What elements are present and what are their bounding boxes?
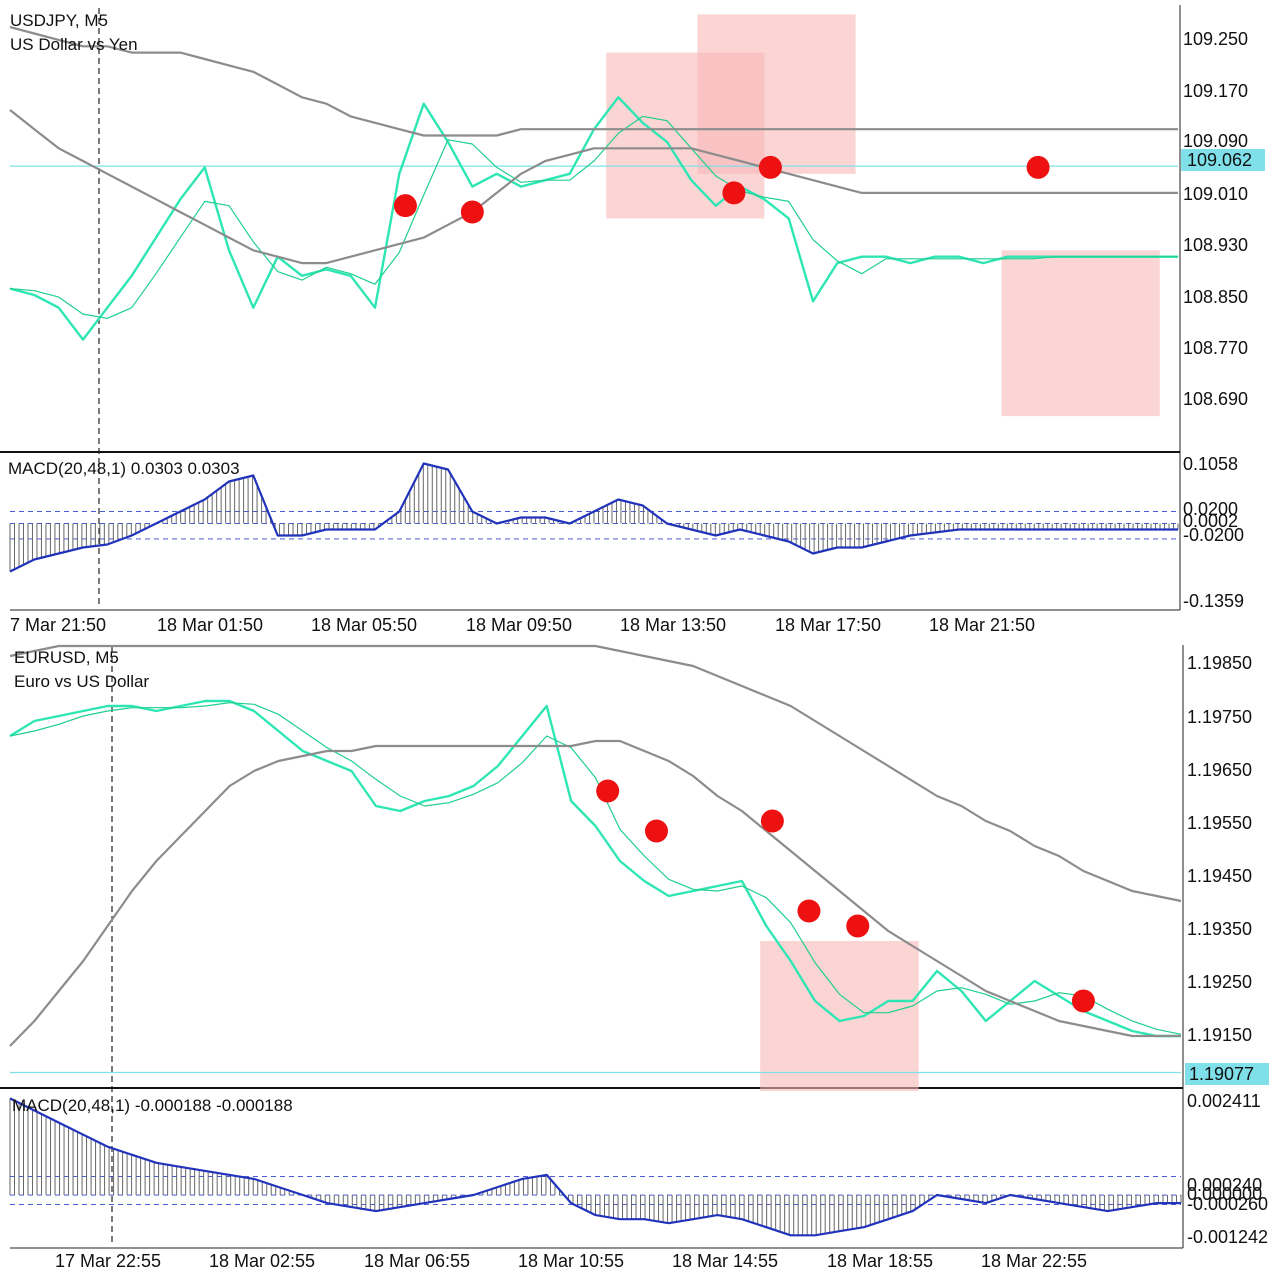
eurusd-envelope-band-line — [9, 644, 1182, 903]
price-tick-label: 1.19550 — [1187, 813, 1252, 833]
price-tick-label: 109.010 — [1183, 184, 1248, 204]
usdjpy-price-ticks: 109.250 109.170 109.090 109.010 108.930 … — [1183, 29, 1248, 409]
usdjpy-envelope-band-line — [9, 109, 1178, 265]
usdjpy-macd-signal-line — [9, 462, 1178, 573]
macd-histograms — [9, 462, 1182, 1237]
time-tick-label: 18 Mar 02:55 — [209, 1251, 315, 1271]
eurusd-price-ticks: 1.19850 1.19750 1.19650 1.19550 1.19450 … — [1187, 653, 1252, 1045]
usdjpy-highlight-zone — [697, 14, 856, 174]
eurusd-signal-marker — [644, 819, 668, 843]
time-tick-label: 18 Mar 22:55 — [981, 1251, 1087, 1271]
eurusd-macd-ticks: 0.002411 0.000240 0.000000 -0.000260 -0.… — [1187, 1091, 1268, 1247]
price-tick-label: 1.19150 — [1187, 1025, 1252, 1045]
price-tick-label: 108.770 — [1183, 338, 1248, 358]
eurusd-current-price-badge — [1185, 1063, 1269, 1085]
price-tick-label: 1.19850 — [1187, 653, 1252, 673]
macd-tick-bottom: -0.1359 — [1183, 591, 1244, 611]
usdjpy-macd-label: MACD(20,48,1) 0.0303 0.0303 — [8, 459, 240, 478]
price-tick-label: 1.19250 — [1187, 972, 1252, 992]
usdjpy-symbol-label: USDJPY, M5 — [10, 11, 108, 30]
eurusd-signal-marker — [846, 914, 870, 938]
time-tick-label: 18 Mar 18:55 — [827, 1251, 933, 1271]
time-tick-label: 18 Mar 21:50 — [929, 615, 1035, 635]
price-tick-label: 108.690 — [1183, 389, 1248, 409]
time-tick-label: 18 Mar 09:50 — [466, 615, 572, 635]
eurusd-signal-marker — [797, 899, 821, 923]
price-tick-label: 1.19750 — [1187, 707, 1252, 727]
time-tick-label: 18 Mar 05:50 — [311, 615, 417, 635]
time-tick-label: 7 Mar 21:50 — [10, 615, 106, 635]
eurusd-moving-average-line — [9, 699, 1181, 1038]
macd-tick-bottom: -0.001242 — [1187, 1227, 1268, 1247]
usdjpy-envelope-band-line — [9, 26, 1178, 137]
eurusd-signal-marker — [760, 809, 784, 833]
time-tick-label: 17 Mar 22:55 — [55, 1251, 161, 1271]
macd-tick-level-a: 0.000240 — [1187, 1175, 1262, 1195]
time-tick-label: 18 Mar 01:50 — [157, 615, 263, 635]
highlight-zones — [606, 14, 1160, 1091]
usdjpy-slow-moving-average-line — [9, 115, 1178, 319]
eurusd-time-axis-labels: 17 Mar 22:55 18 Mar 02:55 18 Mar 06:55 1… — [55, 1251, 1087, 1271]
signal-markers — [393, 155, 1095, 1013]
price-tick-label: 1.19650 — [1187, 760, 1252, 780]
eurusd-macd-signal-line — [9, 1097, 1181, 1237]
eurusd-envelope-band-line — [9, 739, 1181, 1047]
usdjpy-signal-marker — [460, 200, 484, 224]
price-tick-label: 1.19350 — [1187, 919, 1252, 939]
price-tick-label: 109.090 — [1183, 131, 1248, 151]
macd-tick-level-b: 0.000000 — [1187, 1184, 1262, 1204]
macd-tick-level-c: -0.0200 — [1183, 525, 1244, 545]
usdjpy-current-price-text: 109.062 — [1187, 150, 1252, 170]
time-tick-label: 18 Mar 17:50 — [775, 615, 881, 635]
eurusd-slow-moving-average-line — [9, 702, 1182, 1035]
eurusd-signal-marker — [596, 779, 620, 803]
usdjpy-signal-marker — [1026, 155, 1050, 179]
time-tick-label: 18 Mar 06:55 — [364, 1251, 470, 1271]
usdjpy-time-axis-labels: 7 Mar 21:50 18 Mar 01:50 18 Mar 05:50 18… — [10, 615, 1035, 635]
eurusd-signal-marker — [1071, 989, 1095, 1013]
usdjpy-signal-marker — [722, 181, 746, 205]
price-tick-label: 109.250 — [1183, 29, 1248, 49]
macd-tick-level-a: 0.0200 — [1183, 499, 1238, 519]
usdjpy-description-label: US Dollar vs Yen — [10, 35, 138, 54]
usdjpy-macd-ticks: 0.1058 0.0200 0.0002 -0.0200 -0.1359 — [1183, 454, 1244, 611]
macd-tick-top: 0.1058 — [1183, 454, 1238, 474]
macd-tick-top: 0.002411 — [1187, 1091, 1261, 1111]
time-tick-label: 18 Mar 10:55 — [518, 1251, 624, 1271]
time-tick-label: 18 Mar 13:50 — [620, 615, 726, 635]
eurusd-current-price-text: 1.19077 — [1189, 1064, 1254, 1084]
eurusd-description-label: Euro vs US Dollar — [14, 672, 149, 691]
usdjpy-highlight-zone — [1001, 250, 1160, 417]
macd-tick-level-c: -0.000260 — [1187, 1194, 1268, 1214]
price-tick-label: 1.19450 — [1187, 866, 1252, 886]
eurusd-macd-label: MACD(20,48,1) -0.000188 -0.000188 — [12, 1096, 293, 1115]
indicator-lines — [9, 8, 1182, 1245]
price-tick-label: 108.850 — [1183, 287, 1248, 307]
chart-frames — [0, 5, 1184, 1249]
usdjpy-signal-marker — [758, 155, 782, 179]
price-tick-label: 108.930 — [1183, 235, 1248, 255]
usdjpy-current-price-badge — [1181, 149, 1265, 171]
eurusd-highlight-zone — [760, 941, 919, 1091]
usdjpy-signal-marker — [393, 194, 417, 218]
macd-tick-level-b: 0.0002 — [1183, 511, 1238, 531]
price-tick-label: 109.170 — [1183, 81, 1248, 101]
eurusd-symbol-label: EURUSD, M5 — [14, 648, 119, 667]
time-tick-label: 18 Mar 14:55 — [672, 1251, 778, 1271]
